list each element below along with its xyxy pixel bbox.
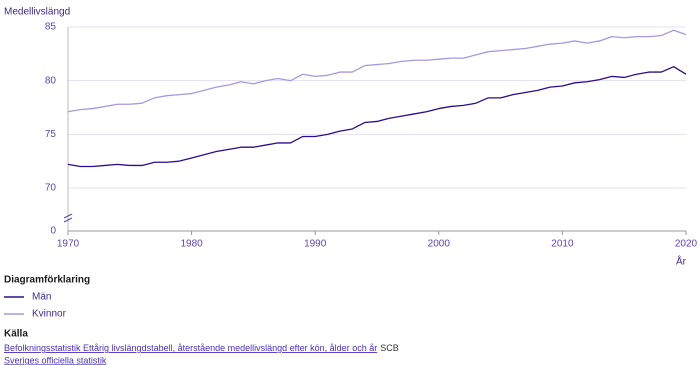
y-tick-label: 0 [50, 226, 56, 237]
source-link[interactable]: Befolkningsstatistik Ettårig livslängdst… [4, 343, 377, 353]
series-line [67, 29, 687, 113]
source-line: Befolkningsstatistik Ettårig livslängdst… [4, 343, 399, 353]
axis-break [63, 213, 73, 223]
x-tick-label: 2010 [551, 239, 574, 250]
series-line [67, 66, 687, 168]
official-stats-link[interactable]: Sveriges officiella statistik [4, 355, 107, 365]
source-heading: Källa [4, 329, 28, 340]
x-tick-label: 1990 [304, 239, 327, 250]
x-tick-label: 2020 [675, 239, 698, 250]
y-tick-label: 75 [45, 129, 57, 140]
x-tick-label: 1980 [180, 239, 203, 250]
y-tick-label: 80 [45, 75, 57, 86]
x-tick-label: 2000 [428, 239, 451, 250]
source-publisher: SCB [380, 343, 399, 353]
legend-label: Kvinnor [32, 309, 67, 320]
y-axis-label: Medellivslängd [4, 7, 70, 18]
x-tick-label: 1970 [57, 239, 80, 250]
legend-label: Män [32, 292, 51, 303]
x-axis-label: År [676, 255, 687, 268]
legend-title: Diagramförklaring [4, 275, 90, 286]
y-tick-label: 70 [45, 183, 57, 194]
y-tick-label: 85 [45, 22, 57, 33]
